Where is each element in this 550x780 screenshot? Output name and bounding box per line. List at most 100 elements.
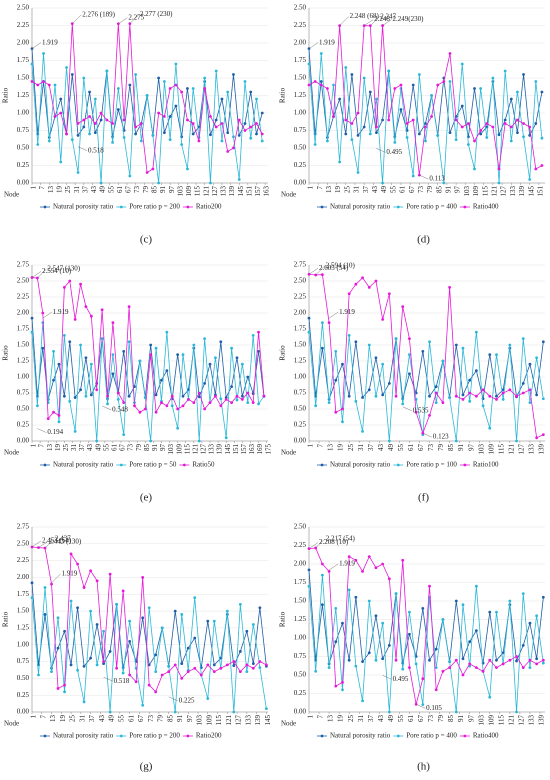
- data-point: [454, 658, 458, 662]
- x-tick-label: 85: [143, 444, 151, 452]
- data-point: [528, 621, 532, 625]
- data-point: [122, 350, 126, 353]
- data-point: [141, 616, 145, 620]
- x-tick-label: 127: [235, 715, 243, 726]
- legend-marker: [463, 734, 467, 738]
- annotation-leader: [308, 42, 319, 49]
- y-axis-label: Ratio: [279, 345, 287, 361]
- data-point: [528, 658, 532, 662]
- data-point: [147, 663, 151, 667]
- data-point: [434, 647, 438, 651]
- data-point: [160, 626, 164, 630]
- data-point: [488, 426, 492, 430]
- x-tick-label: 61: [399, 186, 407, 194]
- data-point: [262, 394, 266, 398]
- y-tick-label: 2.25: [17, 556, 30, 564]
- data-point: [219, 666, 223, 670]
- data-point: [381, 621, 385, 625]
- data-point: [454, 599, 458, 603]
- data-point: [428, 394, 431, 398]
- legend-marker: [186, 205, 190, 209]
- data-point: [468, 399, 472, 403]
- data-point: [224, 436, 228, 440]
- data-point: [206, 663, 210, 667]
- data-point: [127, 394, 131, 398]
- annotation: 1.919: [339, 560, 355, 568]
- series-line: [308, 322, 544, 442]
- data-point: [387, 644, 391, 647]
- y-tick-label: 2.75: [17, 523, 30, 531]
- data-point: [52, 350, 55, 353]
- data-point: [160, 673, 164, 677]
- data-point: [460, 125, 464, 129]
- data-point: [157, 111, 161, 115]
- data-point: [495, 353, 498, 356]
- x-tick-label: 133: [528, 715, 536, 726]
- data-point: [448, 286, 451, 289]
- data-point: [82, 664, 86, 668]
- x-tick-label: 91: [151, 444, 159, 452]
- legend-label: Natural porosity ratio: [53, 461, 114, 469]
- annotation: 2.217 (54): [326, 535, 356, 543]
- data-point: [220, 97, 224, 101]
- y-tick-label: 1.75: [17, 325, 30, 333]
- y-tick-label: 1.25: [294, 615, 307, 623]
- legend-label: Pore ratio p = 200: [129, 203, 180, 211]
- legend-label: Pore ratio p = 200: [129, 732, 180, 740]
- data-point: [168, 87, 172, 90]
- data-point: [374, 394, 378, 398]
- y-tick-label: 2.50: [294, 523, 307, 531]
- data-point: [488, 610, 492, 614]
- x-tick-label: 127: [500, 186, 508, 197]
- x-tick-label: 139: [254, 715, 262, 726]
- data-point: [243, 129, 247, 132]
- x-tick-label: 1: [307, 444, 315, 448]
- x-tick-label: 61: [407, 715, 415, 723]
- annotation: 2.248: [374, 15, 390, 23]
- legend-label: Pore ratio p = 400: [406, 203, 457, 211]
- data-point: [347, 292, 351, 296]
- data-point: [88, 115, 91, 118]
- x-tick-label: 133: [528, 444, 536, 455]
- data-point: [347, 588, 351, 592]
- data-point: [162, 131, 166, 135]
- data-point: [381, 181, 384, 185]
- annotation: 1.919: [42, 38, 58, 46]
- x-tick-label: 73: [427, 444, 435, 452]
- annotation-leader: [37, 428, 47, 433]
- data-point: [521, 644, 525, 647]
- y-tick-label: 0.25: [17, 691, 30, 699]
- data-point: [160, 378, 163, 382]
- data-point: [260, 132, 264, 136]
- annotation: 1.919: [53, 308, 69, 316]
- x-tick-label: 139: [228, 186, 236, 197]
- y-tick-label: 1.25: [17, 91, 30, 99]
- data-point: [147, 683, 151, 687]
- data-point: [251, 334, 255, 337]
- annotation: 2.277 (230): [140, 10, 173, 18]
- data-point: [165, 369, 169, 372]
- annotation-leader: [42, 312, 52, 319]
- data-point: [448, 52, 452, 55]
- data-point: [488, 658, 492, 662]
- data-point: [408, 610, 411, 614]
- x-tick-label: 7: [316, 186, 324, 190]
- data-point: [176, 353, 180, 356]
- data-point: [154, 653, 158, 657]
- data-point: [219, 397, 223, 401]
- x-tick-label: 13: [46, 444, 54, 452]
- y-tick-label: 2.50: [294, 4, 307, 12]
- data-point: [320, 273, 324, 276]
- data-point: [79, 282, 82, 286]
- x-tick-label: 127: [200, 444, 208, 455]
- legend-label: Ratio200: [196, 732, 222, 740]
- data-point: [240, 398, 244, 401]
- data-point: [508, 343, 512, 347]
- data-point: [516, 131, 519, 135]
- data-point: [68, 399, 72, 403]
- data-point: [367, 343, 371, 347]
- series-line: [31, 318, 265, 400]
- data-point: [157, 181, 161, 185]
- data-point: [387, 292, 391, 296]
- x-tick-label: 145: [237, 186, 245, 197]
